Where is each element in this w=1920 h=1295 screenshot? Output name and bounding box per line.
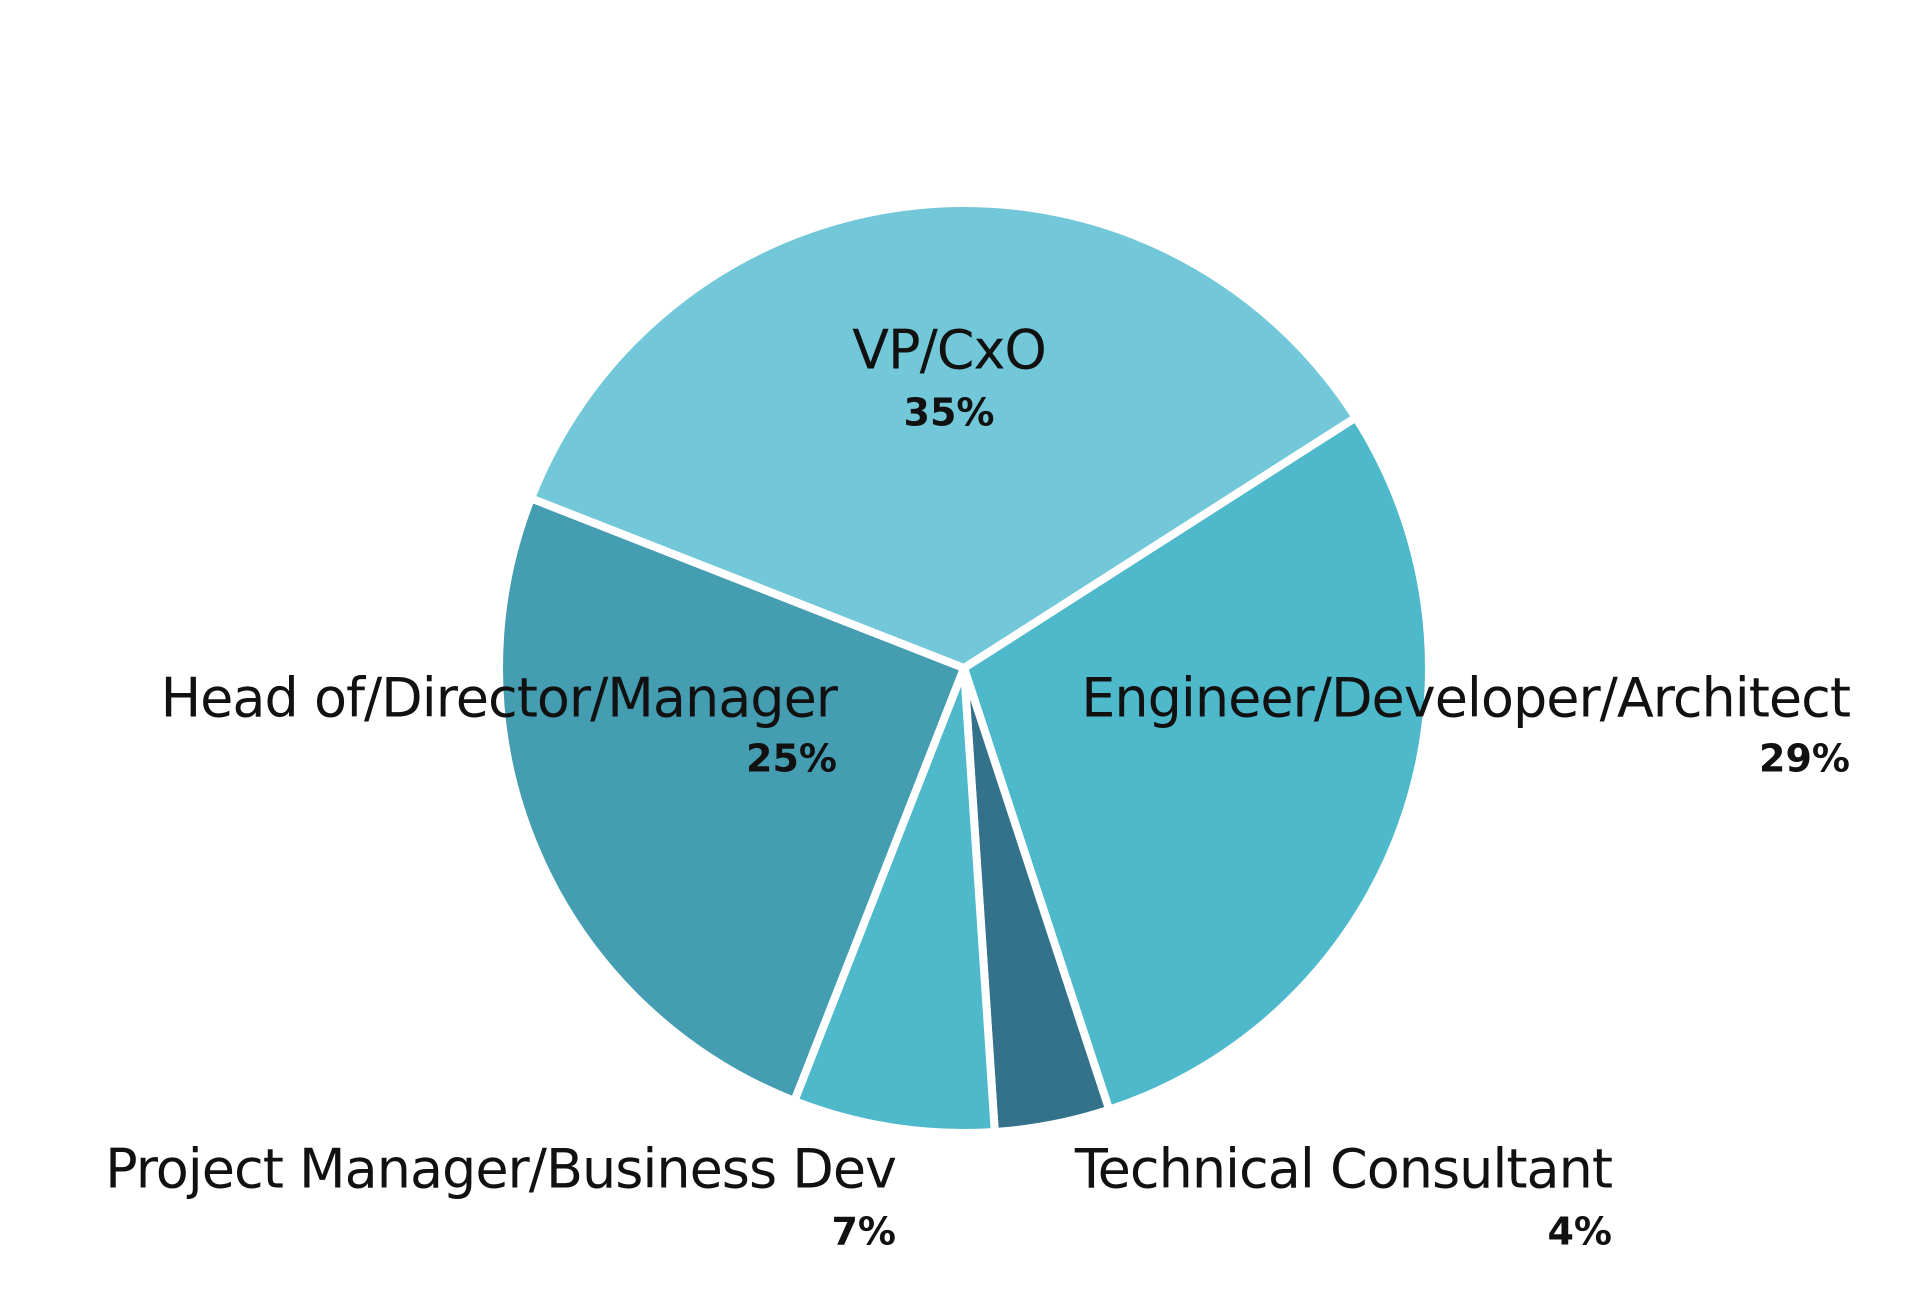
slice-label: VP/CxO	[852, 319, 1046, 382]
slice-label: Project Manager/Business Dev	[105, 1138, 896, 1201]
pie-slice	[495, 494, 968, 1105]
slice-value-label: 29%	[1759, 737, 1850, 781]
slice-label: Head of/Director/Manager	[161, 667, 839, 730]
pie-slice	[527, 199, 1360, 672]
pie-slice	[790, 664, 999, 1137]
slice-label: Engineer/Developer/Architect	[1081, 667, 1850, 730]
slice-value-label: 35%	[904, 391, 995, 435]
slice-value-label: 4%	[1547, 1210, 1612, 1254]
slice-value-label: 25%	[746, 737, 837, 781]
slice-label: Technical Consultant	[1074, 1138, 1612, 1201]
pie-slice	[960, 413, 1434, 1114]
slice-value-label: 7%	[831, 1210, 896, 1254]
